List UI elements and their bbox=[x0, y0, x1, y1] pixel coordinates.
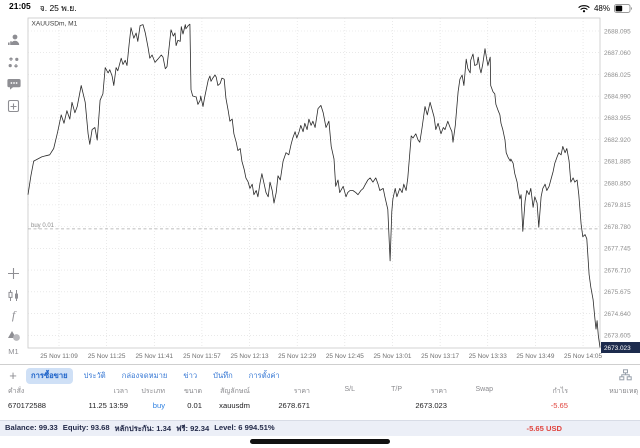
battery-percent: 48% bbox=[593, 3, 610, 13]
svg-text:25 Nov 12:13: 25 Nov 12:13 bbox=[231, 353, 269, 360]
bottom-tabs: การซื้อขาย ประวัติ กล่องจดหมาย ข่าว บันทึก กา… bbox=[26, 367, 285, 384]
svg-text:2675.675: 2675.675 bbox=[604, 289, 631, 296]
chat-icon[interactable] bbox=[0, 78, 27, 91]
tab-4[interactable]: บันทึก bbox=[213, 370, 233, 380]
cell-1: 11.25 13:59 bbox=[88, 401, 128, 410]
col-header-6: S/L bbox=[344, 386, 355, 393]
wifi-icon bbox=[578, 3, 590, 13]
svg-text:25 Nov 11:57: 25 Nov 11:57 bbox=[183, 353, 221, 360]
clock: 21:05 bbox=[9, 1, 31, 11]
cell-3: 0.01 bbox=[187, 401, 202, 410]
tab-2[interactable]: กล่องจดหมาย bbox=[121, 370, 168, 380]
objects-icon[interactable] bbox=[0, 329, 27, 342]
cell-8: 2673.023 bbox=[415, 401, 447, 410]
tab-1[interactable]: ประวัติ bbox=[83, 370, 106, 380]
svg-text:buy 0.01: buy 0.01 bbox=[31, 223, 55, 229]
status-date: จ. 25 พ.ย. bbox=[39, 3, 77, 13]
col-header-10: กำไร bbox=[552, 388, 568, 395]
svg-text:2684.990: 2684.990 bbox=[604, 94, 631, 101]
account-icon[interactable] bbox=[0, 33, 27, 47]
col-header-1: เวลา bbox=[113, 388, 128, 395]
svg-text:25 Nov 12:45: 25 Nov 12:45 bbox=[326, 353, 364, 360]
svg-text:25 Nov 13:17: 25 Nov 13:17 bbox=[421, 353, 459, 360]
chart-type-icon[interactable] bbox=[0, 289, 27, 302]
new-order-icon[interactable] bbox=[0, 99, 27, 113]
positions-table-header: คำสั่ง เวลา ประเภท ขนาด สัญลักษณ์ ราคา S/L T/P ร… bbox=[0, 386, 640, 400]
svg-text:2679.815: 2679.815 bbox=[604, 202, 631, 209]
svg-text:2674.640: 2674.640 bbox=[604, 311, 631, 318]
svg-text:2680.850: 2680.850 bbox=[604, 180, 631, 187]
left-toolbar: f M1 bbox=[0, 16, 28, 364]
tab-3[interactable]: ข่าว bbox=[183, 370, 198, 380]
trade-icon[interactable] bbox=[0, 56, 27, 69]
svg-text:2682.920: 2682.920 bbox=[604, 137, 631, 144]
svg-text:2673.023: 2673.023 bbox=[604, 345, 631, 352]
svg-text:2676.710: 2676.710 bbox=[604, 267, 631, 274]
col-header-5: ราคา bbox=[293, 388, 310, 395]
cell-5: 2678.671 bbox=[278, 401, 310, 410]
svg-text:25 Nov 13:33: 25 Nov 13:33 bbox=[469, 353, 507, 360]
col-header-9: Swap bbox=[475, 386, 493, 393]
floating-profit: -5.65 USD bbox=[526, 424, 562, 433]
svg-text:2677.745: 2677.745 bbox=[604, 246, 631, 253]
svg-text:2673.605: 2673.605 bbox=[604, 333, 631, 340]
svg-text:2678.780: 2678.780 bbox=[604, 224, 631, 231]
status-bar: 21:05 จ. 25 พ.ย. 48% bbox=[0, 0, 640, 16]
col-header-7: T/P bbox=[391, 386, 402, 393]
svg-text:25 Nov 11:25: 25 Nov 11:25 bbox=[88, 353, 126, 360]
svg-text:2688.095: 2688.095 bbox=[604, 28, 631, 35]
svg-text:25 Nov 13:49: 25 Nov 13:49 bbox=[516, 353, 554, 360]
timeframe-button[interactable]: M1 bbox=[8, 347, 19, 356]
col-header-0: คำสั่ง bbox=[8, 388, 25, 395]
indicators-icon[interactable]: f bbox=[11, 308, 16, 322]
home-indicator[interactable] bbox=[250, 439, 390, 444]
svg-text:25 Nov 11:41: 25 Nov 11:41 bbox=[136, 353, 174, 360]
positions-table-row[interactable]: 670172588 11.25 13:59 buy 0.01 xauusdm 2678.6… bbox=[0, 401, 640, 415]
account-balance-text: Balance: 99.33 Equity: 93.68 หลักประกัน: 1… bbox=[5, 422, 275, 433]
svg-text:25 Nov 14:05: 25 Nov 14:05 bbox=[564, 353, 602, 360]
cell-0: 670172588 bbox=[8, 401, 47, 410]
col-header-4: สัญลักษณ์ bbox=[220, 388, 250, 395]
svg-text:2687.060: 2687.060 bbox=[604, 50, 631, 57]
add-tab-button[interactable]: + bbox=[9, 368, 17, 383]
bottom-tab-bar: + การซื้อขาย ประวัติ กล่องจดหมาย ข่าว บันทึก… bbox=[0, 366, 640, 385]
col-header-2: ประเภท bbox=[141, 388, 165, 395]
chart-canvas[interactable]: 2688.095 2687.060 2686.025 2684.990 2683.955… bbox=[27, 16, 640, 364]
svg-text:2683.955: 2683.955 bbox=[604, 115, 631, 122]
col-header-11: หมายเหตุ bbox=[609, 388, 638, 395]
sort-columns-icon[interactable] bbox=[619, 369, 632, 381]
svg-text:2686.025: 2686.025 bbox=[604, 72, 631, 79]
svg-text:25 Nov 11:09: 25 Nov 11:09 bbox=[40, 353, 78, 360]
account-summary-bar: Balance: 99.33 Equity: 93.68 หลักประกัน: 1… bbox=[0, 420, 640, 436]
svg-text:2681.885: 2681.885 bbox=[604, 159, 631, 166]
col-header-3: ขนาด bbox=[183, 388, 202, 395]
tab-5[interactable]: การตั้งค่า bbox=[248, 370, 280, 380]
svg-text:25 Nov 12:29: 25 Nov 12:29 bbox=[278, 353, 316, 360]
cell-2: buy bbox=[152, 401, 165, 410]
cell-4: xauusdm bbox=[219, 401, 250, 410]
svg-text:XAUUSDm, M1: XAUUSDm, M1 bbox=[32, 21, 78, 28]
battery-icon bbox=[614, 3, 633, 13]
cell-10: -5.65 bbox=[550, 401, 568, 410]
trade-panel: + การซื้อขาย ประวัติ กล่องจดหมาย ข่าว บันทึก… bbox=[0, 364, 640, 448]
price-chart[interactable]: 2688.095 2687.060 2686.025 2684.990 2683.955… bbox=[27, 16, 640, 364]
crosshair-icon[interactable] bbox=[0, 267, 27, 280]
svg-text:25 Nov 13:01: 25 Nov 13:01 bbox=[373, 353, 411, 360]
col-header-8: ราคา bbox=[430, 388, 447, 395]
tab-0[interactable]: การซื้อขาย bbox=[26, 367, 73, 384]
